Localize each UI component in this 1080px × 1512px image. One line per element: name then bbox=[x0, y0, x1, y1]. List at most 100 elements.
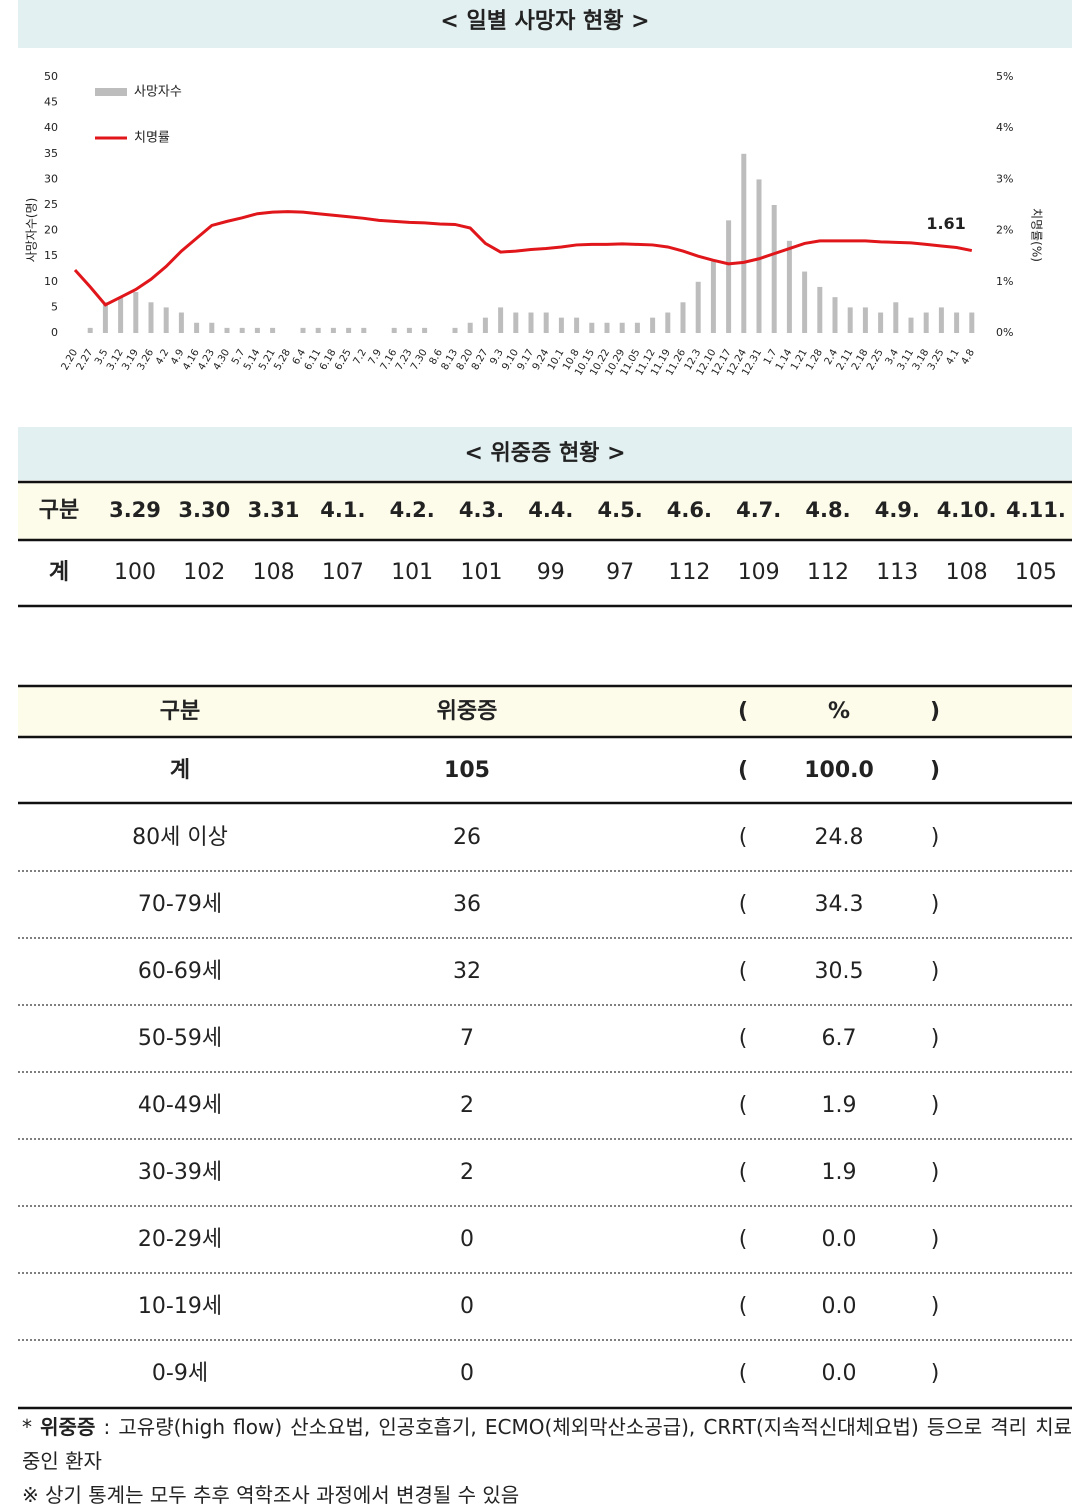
paren: ) bbox=[931, 1227, 940, 1252]
cell: 80세 이상 bbox=[132, 825, 228, 850]
y-tick-label: 50 bbox=[44, 70, 58, 83]
x-tick-label: 7.2 bbox=[352, 348, 369, 367]
x-tick-label: 2.27 bbox=[75, 348, 96, 373]
bar bbox=[847, 307, 853, 333]
section-title: < 위중증 현황 > bbox=[464, 441, 625, 466]
bar bbox=[650, 317, 656, 333]
main: < 일별 사망자 현황 > < 위중증 현황 > 051015202530354… bbox=[18, 0, 1072, 1410]
date-header: 4.2. bbox=[390, 498, 435, 522]
y-tick-label: 20 bbox=[44, 224, 58, 237]
date-header: 4.6. bbox=[667, 498, 712, 522]
cell: 1.9 bbox=[822, 1160, 857, 1185]
paren: ( bbox=[739, 1026, 748, 1051]
cell: 36 bbox=[453, 892, 481, 917]
paren: ( bbox=[739, 1361, 748, 1386]
cell: 112 bbox=[668, 560, 710, 585]
legend-swatch bbox=[95, 88, 127, 96]
cell: 0.0 bbox=[822, 1361, 857, 1386]
value-label: 1.61 bbox=[926, 214, 965, 233]
paren: ( bbox=[739, 825, 748, 850]
paren: ( bbox=[739, 1227, 748, 1252]
bar bbox=[832, 297, 838, 333]
y2-tick-label: 0% bbox=[996, 326, 1013, 339]
cell: 101 bbox=[391, 560, 433, 585]
cell: 30-39세 bbox=[138, 1160, 222, 1185]
paren: ) bbox=[930, 699, 940, 724]
bar bbox=[802, 271, 808, 333]
cell: 32 bbox=[453, 959, 481, 984]
bar bbox=[908, 317, 914, 333]
line bbox=[73, 210, 973, 307]
bar bbox=[893, 302, 899, 333]
cell: 97 bbox=[606, 560, 634, 585]
footnote-term: 위중증 bbox=[40, 1415, 96, 1439]
date-header: 4.4. bbox=[528, 498, 573, 522]
cell: 구분 bbox=[160, 699, 200, 724]
cell: 101 bbox=[461, 560, 503, 585]
cell: 34.3 bbox=[815, 892, 864, 917]
bar bbox=[878, 312, 884, 333]
header-bg bbox=[18, 686, 1072, 737]
paren: ) bbox=[931, 1026, 940, 1051]
x-tick-label: 6.25 bbox=[333, 348, 354, 373]
cell: % bbox=[828, 699, 850, 724]
bar bbox=[862, 307, 868, 333]
cell: 0.0 bbox=[822, 1294, 857, 1319]
date-header: 3.30 bbox=[178, 498, 230, 522]
cell: 7 bbox=[460, 1026, 474, 1051]
bar bbox=[148, 302, 154, 333]
bar bbox=[969, 312, 975, 333]
section-title: < 일별 사망자 현황 > bbox=[440, 9, 649, 34]
bar bbox=[361, 327, 367, 333]
legend-label: 사망자수 bbox=[134, 85, 182, 100]
x-tick-label: 4.30 bbox=[212, 348, 233, 373]
x-tick-label: 4.8 bbox=[960, 348, 977, 367]
cell: 113 bbox=[876, 560, 918, 585]
bar bbox=[513, 312, 519, 333]
footnote: * 위중증 : 고유량(high flow) 산소요법, 인공호흡기, ECMO… bbox=[22, 1410, 1072, 1478]
date-header: 3.31 bbox=[248, 498, 300, 522]
x-tick-label: 3.26 bbox=[136, 348, 157, 373]
date-header: 4.7. bbox=[736, 498, 781, 522]
bar bbox=[665, 312, 671, 333]
paren: ( bbox=[738, 758, 748, 783]
y2-tick-label: 3% bbox=[996, 172, 1013, 185]
cell: 0 bbox=[460, 1227, 474, 1252]
bar bbox=[604, 322, 610, 333]
x-tick-label: 3.25 bbox=[926, 348, 947, 373]
paren: ) bbox=[931, 1093, 940, 1118]
y-tick-label: 15 bbox=[44, 249, 58, 262]
bar bbox=[118, 297, 124, 333]
bar bbox=[87, 327, 93, 333]
bar bbox=[710, 261, 716, 333]
y-tick-label: 45 bbox=[44, 96, 58, 109]
bar bbox=[741, 153, 747, 333]
cell: 105 bbox=[444, 758, 490, 783]
row-label: 계 bbox=[49, 560, 69, 585]
footnote-text: : 고유량(high flow) 산소요법, 인공호흡기, ECMO(체외막산소… bbox=[22, 1415, 1073, 1473]
bar bbox=[817, 286, 823, 333]
cell: 30.5 bbox=[815, 959, 864, 984]
cell: 60-69세 bbox=[138, 959, 222, 984]
y-tick-label: 5 bbox=[51, 300, 58, 313]
bar bbox=[194, 322, 200, 333]
cell: 2 bbox=[460, 1093, 474, 1118]
bar bbox=[452, 327, 458, 333]
bar bbox=[346, 327, 352, 333]
y-tick-label: 40 bbox=[44, 121, 58, 134]
paren: ( bbox=[739, 1093, 748, 1118]
bar bbox=[528, 312, 534, 333]
cell: 107 bbox=[322, 560, 364, 585]
cell: 20-29세 bbox=[138, 1227, 222, 1252]
bar bbox=[254, 327, 260, 333]
cell: 2 bbox=[460, 1160, 474, 1185]
bar bbox=[695, 281, 701, 333]
bar bbox=[498, 307, 504, 333]
section-header bbox=[18, 427, 1072, 480]
y-tick-label: 10 bbox=[44, 275, 58, 288]
paren: ) bbox=[931, 1294, 940, 1319]
date-header: 4.3. bbox=[459, 498, 504, 522]
bar bbox=[422, 327, 428, 333]
cell: 0.0 bbox=[822, 1227, 857, 1252]
